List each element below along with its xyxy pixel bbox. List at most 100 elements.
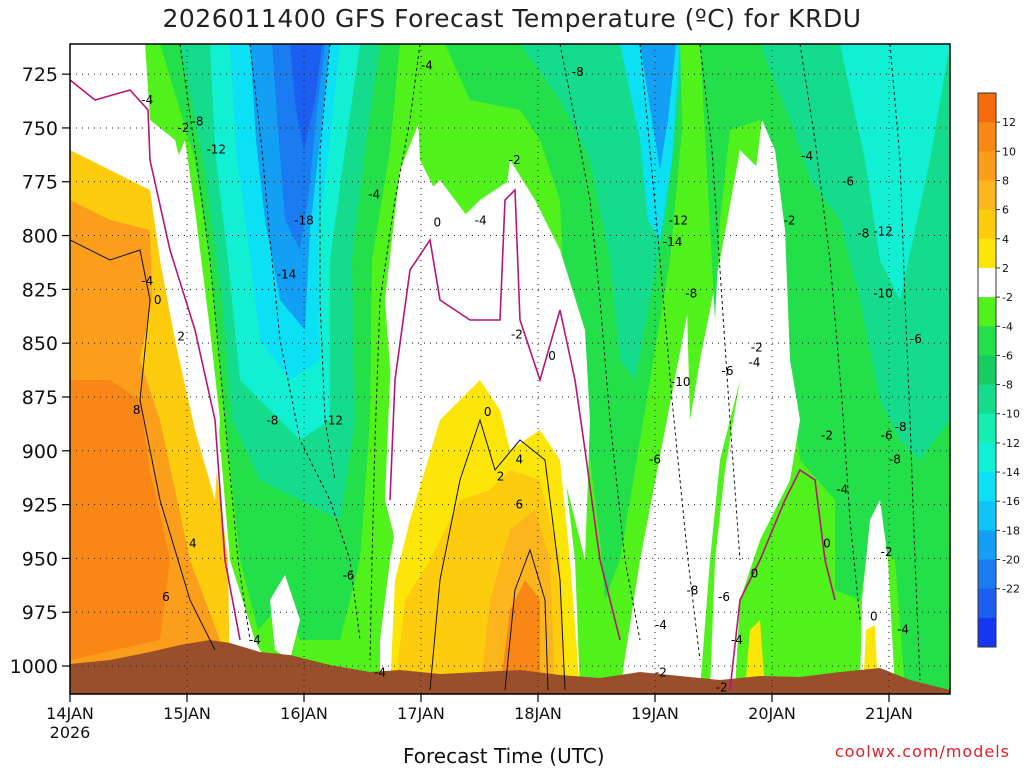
colorbar-tick-label: -16 — [1002, 495, 1020, 508]
y-tick-label: 975 — [22, 602, 58, 624]
contour-label: -2 — [784, 213, 796, 227]
cold-band-core — [290, 44, 322, 150]
x-axis-label: Forecast Time (UTC) — [403, 744, 605, 768]
contour-label: -4 — [836, 483, 848, 497]
y-tick-label: 900 — [22, 441, 58, 463]
colorbar-swatch — [978, 442, 996, 473]
warm-pocket-day6 — [745, 620, 765, 690]
contour-labels: -4-2 -8-12-18-14-8 -12-6-4-4-4-40 -4-2-2002… — [133, 59, 922, 695]
contour-dashed-d — [369, 44, 421, 661]
y-tick-label: 800 — [22, 226, 58, 248]
white-gap-day1 — [160, 140, 220, 500]
colorbar-swatch — [978, 384, 996, 415]
contour-label: -14 — [277, 267, 297, 281]
contour-label: 6 — [162, 590, 170, 604]
contour-label: -6 — [910, 332, 922, 346]
contour-label: -8 — [572, 65, 584, 79]
contour-label: -2 — [716, 681, 728, 695]
contour-solid-a — [70, 239, 216, 651]
colorbar-swatch — [978, 355, 996, 386]
contour-label: -8 — [685, 287, 697, 301]
contour-label: -8 — [889, 452, 901, 466]
contour-label: 6 — [515, 498, 523, 512]
colorbar-frame — [977, 92, 997, 648]
contour-label: -4 — [374, 665, 386, 679]
colorbar-tick-label: -8 — [1002, 379, 1013, 392]
cold-region-day4-blue — [640, 44, 676, 170]
y-tick-label: 775 — [22, 172, 58, 194]
contour-label: 2 — [497, 470, 505, 484]
colorbar-tick-label: 10 — [1002, 145, 1016, 158]
contour-label: -4 — [249, 633, 261, 647]
contour-label: -12 — [206, 142, 226, 156]
colorbar-tick-label: -22 — [1002, 583, 1020, 596]
x-tick-label: 21JAN — [865, 704, 913, 723]
colorbar-tick-label: -6 — [1002, 349, 1013, 362]
colorbar-tick-label: -4 — [1002, 320, 1013, 333]
x-tick-label: 15JAN — [163, 704, 211, 723]
x-tick-year-label: 2026 — [50, 723, 91, 742]
colorbar-tick-label: -20 — [1002, 554, 1020, 567]
colorbar-swatch — [978, 617, 996, 648]
credit-link[interactable]: coolwx.com/models — [834, 742, 1010, 761]
contour-label: -10 — [873, 287, 893, 301]
y-tick-label: 825 — [22, 279, 58, 301]
contour-label: 0 — [870, 610, 878, 624]
contour-label: -12 — [873, 224, 893, 238]
x-tick-label: 18JAN — [514, 704, 562, 723]
contour-dashed-e — [559, 44, 641, 641]
y-tick-label: 1000 — [10, 656, 58, 678]
contour-label: -14 — [663, 235, 683, 249]
contour-label: 8 — [133, 403, 141, 417]
contour-label: 2 — [177, 330, 185, 344]
contour-label: -4 — [655, 618, 667, 632]
contour-label: -4 — [897, 622, 909, 636]
colorbar-swatch — [978, 93, 996, 123]
colorbar-tick-label: 4 — [1002, 233, 1009, 246]
contour-label: -4 — [475, 213, 487, 227]
contour-label: -6 — [722, 364, 734, 378]
y-axis: 725 750 775 800 825 850 875 900 925 950 975 1000 — [10, 64, 70, 678]
contour-solid-c — [504, 548, 549, 691]
x-tick-label: 20JAN — [748, 704, 796, 723]
x-tick-label: 14JAN — [46, 704, 94, 723]
contour-label: -4 — [748, 356, 760, 370]
y-tick-label: 750 — [22, 118, 58, 140]
contour-label: -2 — [511, 328, 523, 342]
colorbar-swatch — [978, 151, 996, 181]
contour-label: 0 — [484, 405, 492, 419]
y-tick-label: 875 — [22, 387, 58, 409]
contour-label: -6 — [649, 452, 661, 466]
contour-label: -2 — [821, 429, 833, 443]
white-gap-day3 — [385, 160, 590, 560]
contour-label: -2 — [655, 665, 667, 679]
contour-label: -2 — [178, 121, 190, 135]
colorbar-swatch — [978, 267, 996, 298]
contour-label: -8 — [895, 420, 907, 434]
contour-lines — [70, 44, 921, 691]
colorbar-swatch — [978, 472, 996, 502]
colorbar-swatch — [978, 588, 996, 619]
x-tick-label: 16JAN — [280, 704, 328, 723]
contour-freezing-day3 — [389, 188, 621, 641]
contour-label: -8 — [192, 114, 204, 128]
contour-dashed-h — [799, 44, 861, 621]
colorbar-swatch — [978, 559, 996, 590]
colorbar-tick-label: 2 — [1002, 262, 1009, 275]
contour-freezing-day6 — [729, 468, 836, 691]
colorbar-swatch — [978, 209, 996, 240]
contour-label: -6 — [718, 590, 730, 604]
y-tick-label: 725 — [22, 64, 58, 86]
contour-label: -4 — [368, 188, 380, 202]
contour-label: 0 — [823, 536, 831, 550]
contour-label: -4 — [141, 93, 153, 107]
colorbar-tick-label: 6 — [1002, 204, 1009, 217]
y-tick-label: 850 — [22, 333, 58, 355]
colorbar-swatch — [978, 530, 996, 561]
contour-label: -18 — [294, 213, 314, 227]
warm-peak-day0 — [70, 380, 170, 660]
contour-label: -4 — [141, 274, 153, 288]
colorbar-swatch — [978, 238, 996, 269]
